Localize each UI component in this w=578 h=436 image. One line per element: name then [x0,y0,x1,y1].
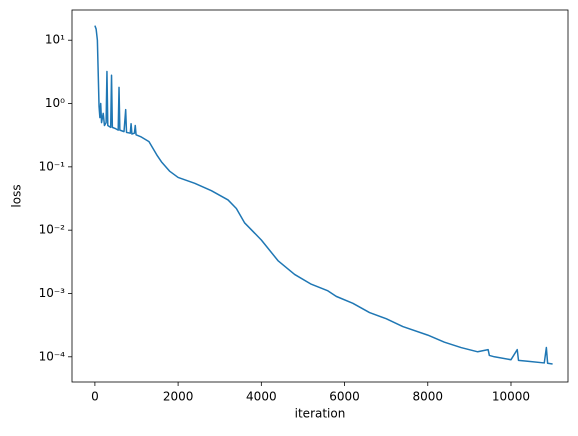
y-tick-label: 10⁰ [45,96,65,110]
y-tick-label: 10⁻² [39,223,66,237]
x-tick-label: 6000 [329,390,360,404]
y-tick-label: 10⁻⁴ [39,349,66,363]
axes-frame [71,9,569,383]
y-tick-label: 10¹ [45,33,65,47]
x-tick-label: 2000 [163,390,194,404]
y-tick-label: 10⁻¹ [39,159,66,173]
y-tick-label: 10⁻³ [39,286,66,300]
loss-line [94,25,553,365]
x-tick-label: 8000 [412,390,443,404]
x-axis-label: iteration [295,407,346,421]
y-axis-label: loss [10,184,24,207]
x-tick-label: 4000 [246,390,277,404]
x-tick-label: 0 [91,390,99,404]
x-tick-label: 10000 [492,390,530,404]
